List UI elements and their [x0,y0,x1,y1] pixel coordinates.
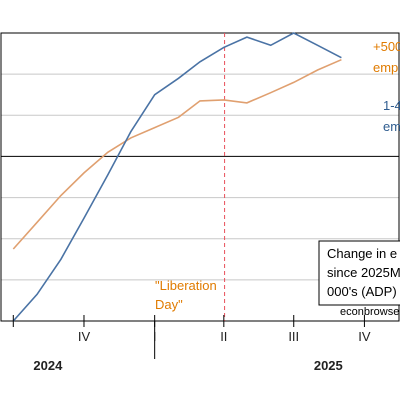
x-tick-label: I [153,329,157,344]
legend-box-line1: Change in e [327,246,397,261]
series-label-large-line2: emp [373,60,398,75]
series-line-0 [12,58,342,250]
x-tick-label: IV [78,329,91,344]
legend-box: Change in e since 2025M 000's (ADP) [318,240,400,306]
year-label: 2024 [33,358,63,373]
series-group [12,32,342,322]
legend-box-line2: since 2025M [327,265,400,280]
series-line-1 [12,32,342,322]
legend-box-line3: 000's (ADP) [327,284,397,299]
plot-frame [0,32,400,322]
year-label: 2025 [314,358,343,373]
series-label-small-line1: 1-4 [383,98,400,113]
series-label-small-line2: em [383,119,400,134]
credit-text: econbrowser [340,306,400,318]
series-label-large-line1: +500 [373,39,400,54]
x-tick-label: II [220,329,227,344]
x-tick-label: IV [358,329,371,344]
x-tick-label: III [288,329,299,344]
liberation-day-label-line1: "Liberation [155,278,217,293]
liberation-day-label-line2: Day" [155,297,183,312]
